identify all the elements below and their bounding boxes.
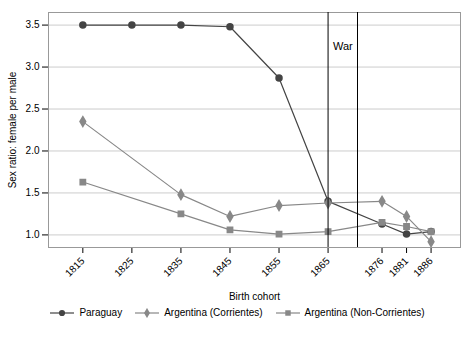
svg-text:1876: 1876 — [362, 255, 386, 279]
html-text:Argentina (Corrientes): Argentina (Corrientes) — [164, 307, 263, 318]
svg-text:Birth cohort: Birth cohort — [229, 291, 280, 302]
svg-text:1815: 1815 — [63, 255, 87, 279]
svg-text:1835: 1835 — [161, 255, 185, 279]
svg-text:3.0: 3.0 — [26, 61, 40, 72]
svg-text:1.5: 1.5 — [26, 187, 40, 198]
html-text:Paraguay: Paraguay — [79, 307, 123, 318]
svg-text:1886: 1886 — [411, 255, 435, 279]
svg-text:1881: 1881 — [387, 255, 411, 279]
svg-text:2.0: 2.0 — [26, 145, 40, 156]
svg-text:1825: 1825 — [112, 255, 136, 279]
svg-text:Sex ratio: female per male: Sex ratio: female per male — [7, 71, 18, 188]
svg-text:1845: 1845 — [210, 255, 234, 279]
html-text:Argentina (Non-Corrientes): Argentina (Non-Corrientes) — [304, 307, 425, 318]
svg-text:1855: 1855 — [259, 255, 283, 279]
svg-text:3.5: 3.5 — [26, 19, 40, 30]
svg-text:1865: 1865 — [308, 255, 332, 279]
svg-text:1.0: 1.0 — [26, 229, 40, 240]
svg-text:2.5: 2.5 — [26, 103, 40, 114]
svg-text:War: War — [333, 40, 353, 52]
